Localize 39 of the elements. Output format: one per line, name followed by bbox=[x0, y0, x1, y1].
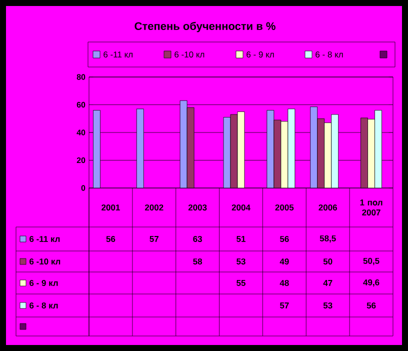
y-tick-label: 20 bbox=[76, 157, 86, 164]
text: 6 - 8 кл bbox=[30, 302, 58, 308]
y-tick-label: 60 bbox=[76, 102, 86, 108]
data-label: 58,5 bbox=[320, 235, 336, 243]
data-label: 50 bbox=[323, 258, 332, 264]
data-label: 57 bbox=[280, 302, 289, 308]
legend-label: 6 - 9 кл bbox=[246, 51, 274, 58]
data-label: 53 bbox=[323, 302, 332, 308]
data-label: 58 bbox=[193, 258, 202, 264]
legend-label: 6 - 8 кл bbox=[316, 51, 343, 58]
y-tick-label: 80 bbox=[76, 74, 86, 80]
data-label: 56 bbox=[106, 236, 116, 242]
legend-label: 6 -10 кл bbox=[174, 51, 204, 58]
legend-label: 6 -11 кл bbox=[104, 51, 132, 58]
text: 6 -11 кл bbox=[30, 236, 60, 242]
text: 6 -10 кл bbox=[30, 258, 60, 264]
data-label: 55 bbox=[236, 280, 246, 286]
chart-title: Степень обученности в % bbox=[134, 22, 276, 32]
data-label: 53 bbox=[236, 258, 246, 264]
x-tick-label: 1 пол 2007 bbox=[360, 200, 382, 216]
data-label: 57 bbox=[150, 236, 158, 242]
x-tick-label: 2003 bbox=[188, 204, 207, 211]
data-label: 50,5 bbox=[363, 258, 380, 266]
x-tick-label: 2006 bbox=[318, 204, 337, 210]
text: 6 - 9 кл bbox=[30, 280, 58, 286]
data-label: 56 bbox=[366, 302, 376, 308]
data-label: 63 bbox=[193, 236, 202, 242]
data-label: 51 bbox=[236, 236, 246, 242]
x-tick-label: 2005 bbox=[275, 204, 294, 210]
data-label: 49,6 bbox=[363, 279, 380, 287]
data-label: 56 bbox=[280, 236, 289, 242]
y-tick-label: 40 bbox=[76, 130, 86, 136]
data-label: 48 bbox=[280, 280, 289, 286]
x-tick-label: 2002 bbox=[144, 204, 164, 210]
x-tick-label: 2004 bbox=[232, 204, 250, 210]
x-tick-label: 2001 bbox=[102, 204, 120, 210]
data-label: 47 bbox=[323, 280, 332, 286]
y-tick-label: 0 bbox=[81, 185, 86, 191]
data-label: 49 bbox=[280, 258, 289, 264]
